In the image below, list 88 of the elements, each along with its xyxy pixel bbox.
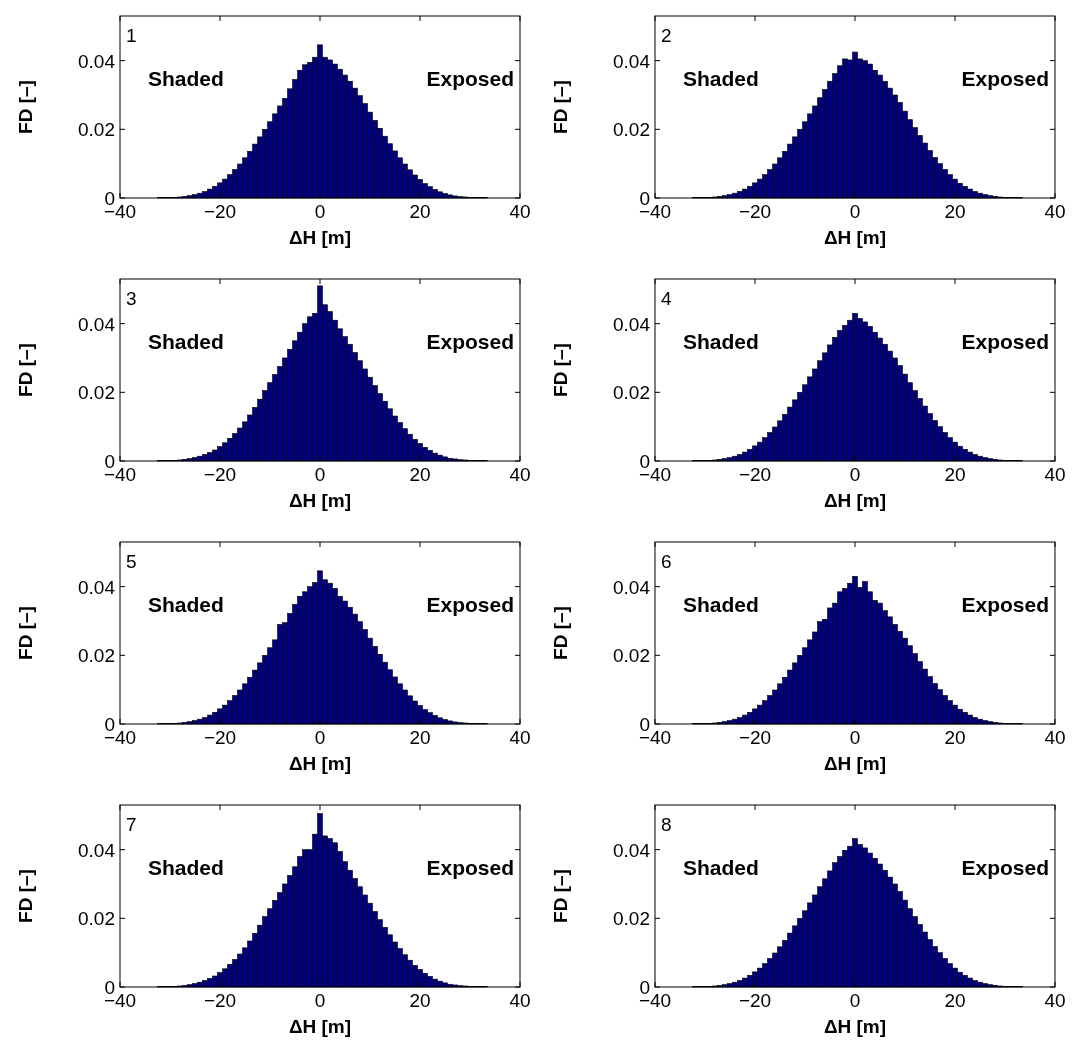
y-axis-title: FD [–] xyxy=(550,80,571,134)
y-axis-title: FD [–] xyxy=(550,343,571,397)
annotation: Shaded xyxy=(683,330,759,353)
annotation: Exposed xyxy=(426,67,514,90)
x-tick-label: 40 xyxy=(509,464,531,485)
annotation: Exposed xyxy=(426,856,514,879)
annotation: Shaded xyxy=(148,330,224,353)
x-axis-title: ΔH [m] xyxy=(288,227,352,248)
x-tick-label: 0 xyxy=(849,201,861,222)
x-axis-title: ΔH [m] xyxy=(823,490,887,511)
x-tick-label: 0 xyxy=(314,201,326,222)
annotation: Shaded xyxy=(148,856,224,879)
x-tick-label: −20 xyxy=(203,990,237,1011)
x-tick-label: 0 xyxy=(849,727,861,748)
y-tick-label: 0.02 xyxy=(613,382,650,404)
y-tick-label: 0.04 xyxy=(78,576,116,598)
x-tick-label: 0 xyxy=(849,990,861,1011)
y-axis-title: FD [–] xyxy=(15,606,36,660)
y-tick-label: 0.04 xyxy=(613,313,651,335)
y-tick-label: 0.02 xyxy=(78,382,115,404)
annotation: Exposed xyxy=(961,593,1049,616)
x-axis-title: ΔH [m] xyxy=(288,490,352,511)
y-axis-title: FD [–] xyxy=(550,869,571,923)
x-tick-label: −20 xyxy=(203,464,237,485)
x-tick-label: 40 xyxy=(509,201,531,222)
annotation: Shaded xyxy=(148,67,224,90)
y-axis-title: FD [–] xyxy=(15,343,36,397)
y-tick-label: 0.02 xyxy=(613,119,650,141)
annotation: Exposed xyxy=(426,330,514,353)
y-tick-label: 0.02 xyxy=(78,119,115,141)
x-tick-label: −20 xyxy=(738,201,772,222)
x-tick-label: −20 xyxy=(738,727,772,748)
annotation: 5 xyxy=(126,551,137,572)
x-tick-label: 0 xyxy=(314,727,326,748)
annotation: 1 xyxy=(126,25,137,46)
y-axis-title: FD [–] xyxy=(15,80,36,134)
annotation: Exposed xyxy=(961,330,1049,353)
annotation: 4 xyxy=(661,288,672,309)
x-axis-title: ΔH [m] xyxy=(288,1016,352,1037)
y-tick-label: 0.04 xyxy=(613,50,651,72)
x-tick-label: 20 xyxy=(944,464,966,485)
x-tick-label: 20 xyxy=(409,201,431,222)
x-axis-title: ΔH [m] xyxy=(823,753,887,774)
y-tick-label: 0.02 xyxy=(78,908,115,930)
x-tick-label: 40 xyxy=(509,990,531,1011)
y-tick-label: 0.04 xyxy=(613,839,651,861)
x-tick-label: −20 xyxy=(738,464,772,485)
annotation: 3 xyxy=(126,288,137,309)
x-axis-title: ΔH [m] xyxy=(288,753,352,774)
x-tick-label: 40 xyxy=(1044,990,1066,1011)
x-tick-label: −20 xyxy=(203,727,237,748)
x-tick-label: 40 xyxy=(1044,201,1066,222)
x-tick-label: 0 xyxy=(849,464,861,485)
x-axis-title: ΔH [m] xyxy=(823,227,887,248)
y-axis-title: FD [–] xyxy=(15,869,36,923)
x-tick-label: −20 xyxy=(203,201,237,222)
annotation: Exposed xyxy=(961,856,1049,879)
x-tick-label: 20 xyxy=(409,990,431,1011)
annotation: 7 xyxy=(126,814,137,835)
x-tick-label: −20 xyxy=(738,990,772,1011)
x-tick-label: 40 xyxy=(1044,464,1066,485)
annotation: Shaded xyxy=(683,67,759,90)
annotation: Shaded xyxy=(683,593,759,616)
y-tick-label: 0.02 xyxy=(613,908,650,930)
x-tick-label: 20 xyxy=(944,990,966,1011)
y-tick-label: 0.02 xyxy=(78,645,115,667)
x-tick-label: 20 xyxy=(944,201,966,222)
x-tick-label: 0 xyxy=(314,990,326,1011)
x-tick-label: 0 xyxy=(314,464,326,485)
annotation: Shaded xyxy=(148,593,224,616)
annotation: Exposed xyxy=(426,593,514,616)
annotation: Exposed xyxy=(961,67,1049,90)
annotation: Shaded xyxy=(683,856,759,879)
x-tick-label: 40 xyxy=(1044,727,1066,748)
y-tick-label: 0.04 xyxy=(78,50,116,72)
x-tick-label: 20 xyxy=(944,727,966,748)
annotation: 6 xyxy=(661,551,672,572)
y-tick-label: 0.04 xyxy=(78,313,116,335)
y-tick-label: 0.04 xyxy=(78,839,116,861)
y-axis-title: FD [–] xyxy=(550,606,571,660)
y-tick-label: 0.04 xyxy=(613,576,651,598)
annotation: 8 xyxy=(661,814,672,835)
y-tick-label: 0.02 xyxy=(613,645,650,667)
annotation: 2 xyxy=(661,25,672,46)
x-tick-label: 20 xyxy=(409,464,431,485)
x-axis-title: ΔH [m] xyxy=(823,1016,887,1037)
x-tick-label: 40 xyxy=(509,727,531,748)
x-tick-label: 20 xyxy=(409,727,431,748)
